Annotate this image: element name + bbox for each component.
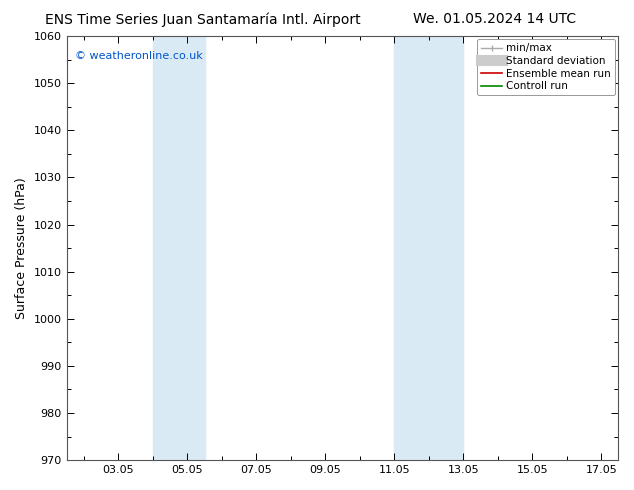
Text: ENS Time Series Juan Santamaría Intl. Airport: ENS Time Series Juan Santamaría Intl. Ai… [45,12,361,27]
Text: We. 01.05.2024 14 UTC: We. 01.05.2024 14 UTC [413,12,576,26]
Y-axis label: Surface Pressure (hPa): Surface Pressure (hPa) [15,177,28,319]
Bar [153,36,205,460]
Legend: min/max, Standard deviation, Ensemble mean run, Controll run: min/max, Standard deviation, Ensemble me… [477,39,616,96]
Bar [394,36,463,460]
Text: © weatheronline.co.uk: © weatheronline.co.uk [75,51,203,61]
